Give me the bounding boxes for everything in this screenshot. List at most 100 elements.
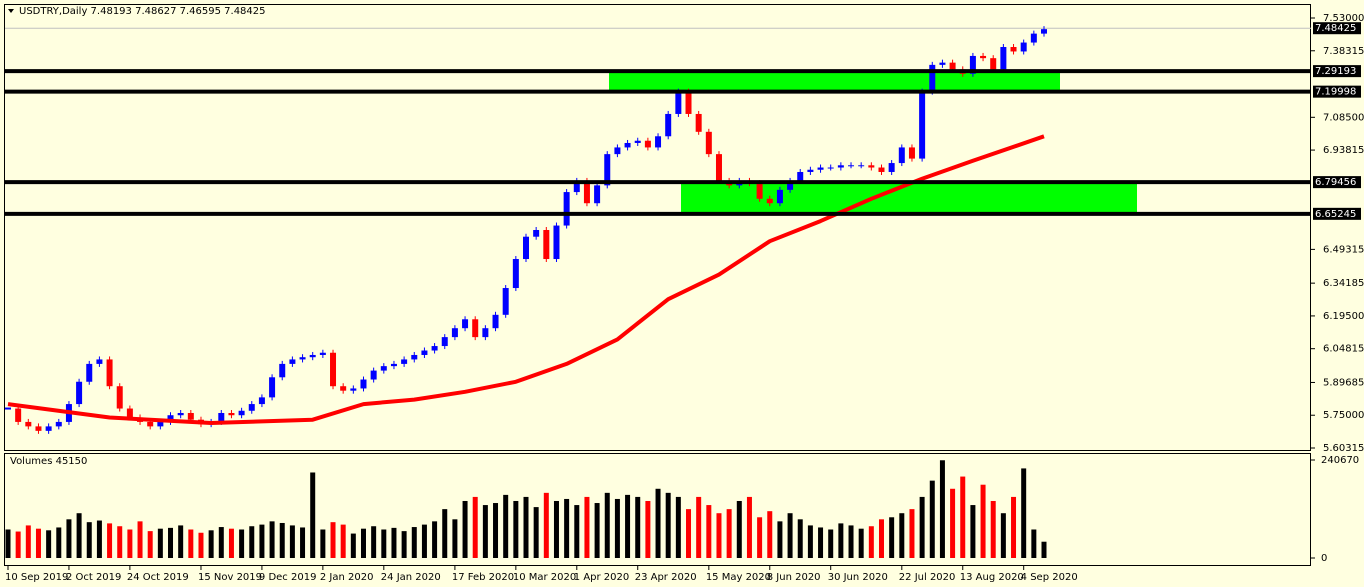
y-tick-label: 7.38315 <box>1323 46 1364 57</box>
volume-bar <box>706 505 712 558</box>
volume-bar <box>76 513 82 558</box>
volume-bar <box>218 527 224 558</box>
candle <box>715 154 722 181</box>
candle <box>685 91 692 114</box>
x-tick-label: 17 Feb 2020 <box>452 572 514 583</box>
volume-bar <box>787 513 793 558</box>
price-label-box <box>1313 22 1361 35</box>
candle <box>492 314 499 329</box>
candle <box>756 183 763 199</box>
volume-bar <box>757 517 763 558</box>
x-tick-label: 10 Sep 2019 <box>5 572 68 583</box>
candle <box>289 359 296 364</box>
volume-bar <box>239 529 245 558</box>
candle <box>969 55 976 74</box>
volume-bar <box>300 527 306 558</box>
x-tick-label: 24 Jan 2020 <box>381 572 441 583</box>
y-tick-label: 6.93815 <box>1323 145 1364 156</box>
level-label-box <box>1313 176 1361 189</box>
volume-bar <box>340 524 346 558</box>
candle <box>147 421 154 427</box>
candle <box>401 359 408 364</box>
volume-bar <box>1000 513 1006 558</box>
volume-bar <box>980 484 986 558</box>
volume-bar <box>960 476 966 558</box>
candle <box>644 140 651 148</box>
volume-bar <box>493 503 499 558</box>
x-tick-label: 2 Oct 2019 <box>66 572 121 583</box>
candle <box>543 230 550 260</box>
candle <box>929 64 936 92</box>
candle <box>868 165 875 168</box>
candle <box>157 421 164 427</box>
candle <box>949 62 956 70</box>
level-label-box <box>1313 85 1361 98</box>
volume-bar <box>889 517 895 558</box>
candle <box>390 363 397 367</box>
candle <box>55 421 62 427</box>
volume-bar <box>950 488 956 558</box>
volume-bar <box>310 472 316 558</box>
y-tick-label: 7.53000 <box>1323 13 1364 24</box>
candle <box>1010 47 1017 52</box>
volume-bar <box>736 500 742 558</box>
menu-arrow[interactable] <box>8 9 14 13</box>
level-label: 6.79456 <box>1315 177 1356 188</box>
volume-bar <box>686 509 692 558</box>
volume-bar <box>635 496 641 558</box>
candle <box>705 131 712 155</box>
volume-bar <box>828 529 834 558</box>
candle <box>177 412 184 416</box>
volume-bar <box>1021 468 1027 558</box>
candle <box>411 354 418 360</box>
volume-bar <box>330 522 336 558</box>
volume-bar <box>360 528 366 558</box>
y-tick-label: 5.75000 <box>1323 410 1364 421</box>
volume-bar <box>157 528 163 558</box>
level-label: 6.65245 <box>1315 209 1356 220</box>
volume-bar <box>878 519 884 558</box>
candle <box>848 165 855 167</box>
volume-bar <box>807 525 813 558</box>
candle <box>807 169 814 172</box>
candle <box>258 397 265 405</box>
candle <box>380 366 387 371</box>
volume-bar <box>5 529 11 558</box>
candle <box>675 91 682 114</box>
candle <box>766 198 773 204</box>
volume-bar <box>564 498 570 558</box>
x-tick-label: 15 May 2020 <box>706 572 771 583</box>
candle <box>238 410 245 416</box>
volume-bar <box>726 509 732 558</box>
candle <box>340 386 347 391</box>
volume-bar <box>990 500 996 558</box>
volume-bar <box>96 520 102 558</box>
y-tick-label: 5.89685 <box>1323 377 1364 388</box>
y-tick-label: 5.60315 <box>1323 443 1364 454</box>
candle <box>299 357 306 360</box>
volume-bar <box>848 525 854 558</box>
candle <box>350 388 357 391</box>
volume-bar <box>401 531 407 558</box>
volume-bar <box>56 527 62 558</box>
x-tick-label: 23 Apr 2020 <box>635 572 697 583</box>
candle <box>218 412 225 422</box>
volume-bar <box>1011 496 1017 558</box>
zone <box>609 71 1060 92</box>
volume-bar <box>289 525 295 558</box>
volume-bar <box>574 505 580 558</box>
candle <box>695 113 702 132</box>
x-tick-label: 8 Jun 2020 <box>767 572 821 583</box>
candle <box>990 58 997 70</box>
candle <box>980 55 987 59</box>
candle <box>319 352 326 355</box>
candle <box>787 180 794 190</box>
candle <box>614 147 621 155</box>
candle <box>553 225 560 260</box>
volume-bar <box>716 513 722 558</box>
candle <box>15 408 22 422</box>
volume-bar <box>208 530 214 558</box>
candle <box>634 140 641 143</box>
candle <box>502 288 509 315</box>
x-tick-label: 4 Sep 2020 <box>1021 572 1078 583</box>
